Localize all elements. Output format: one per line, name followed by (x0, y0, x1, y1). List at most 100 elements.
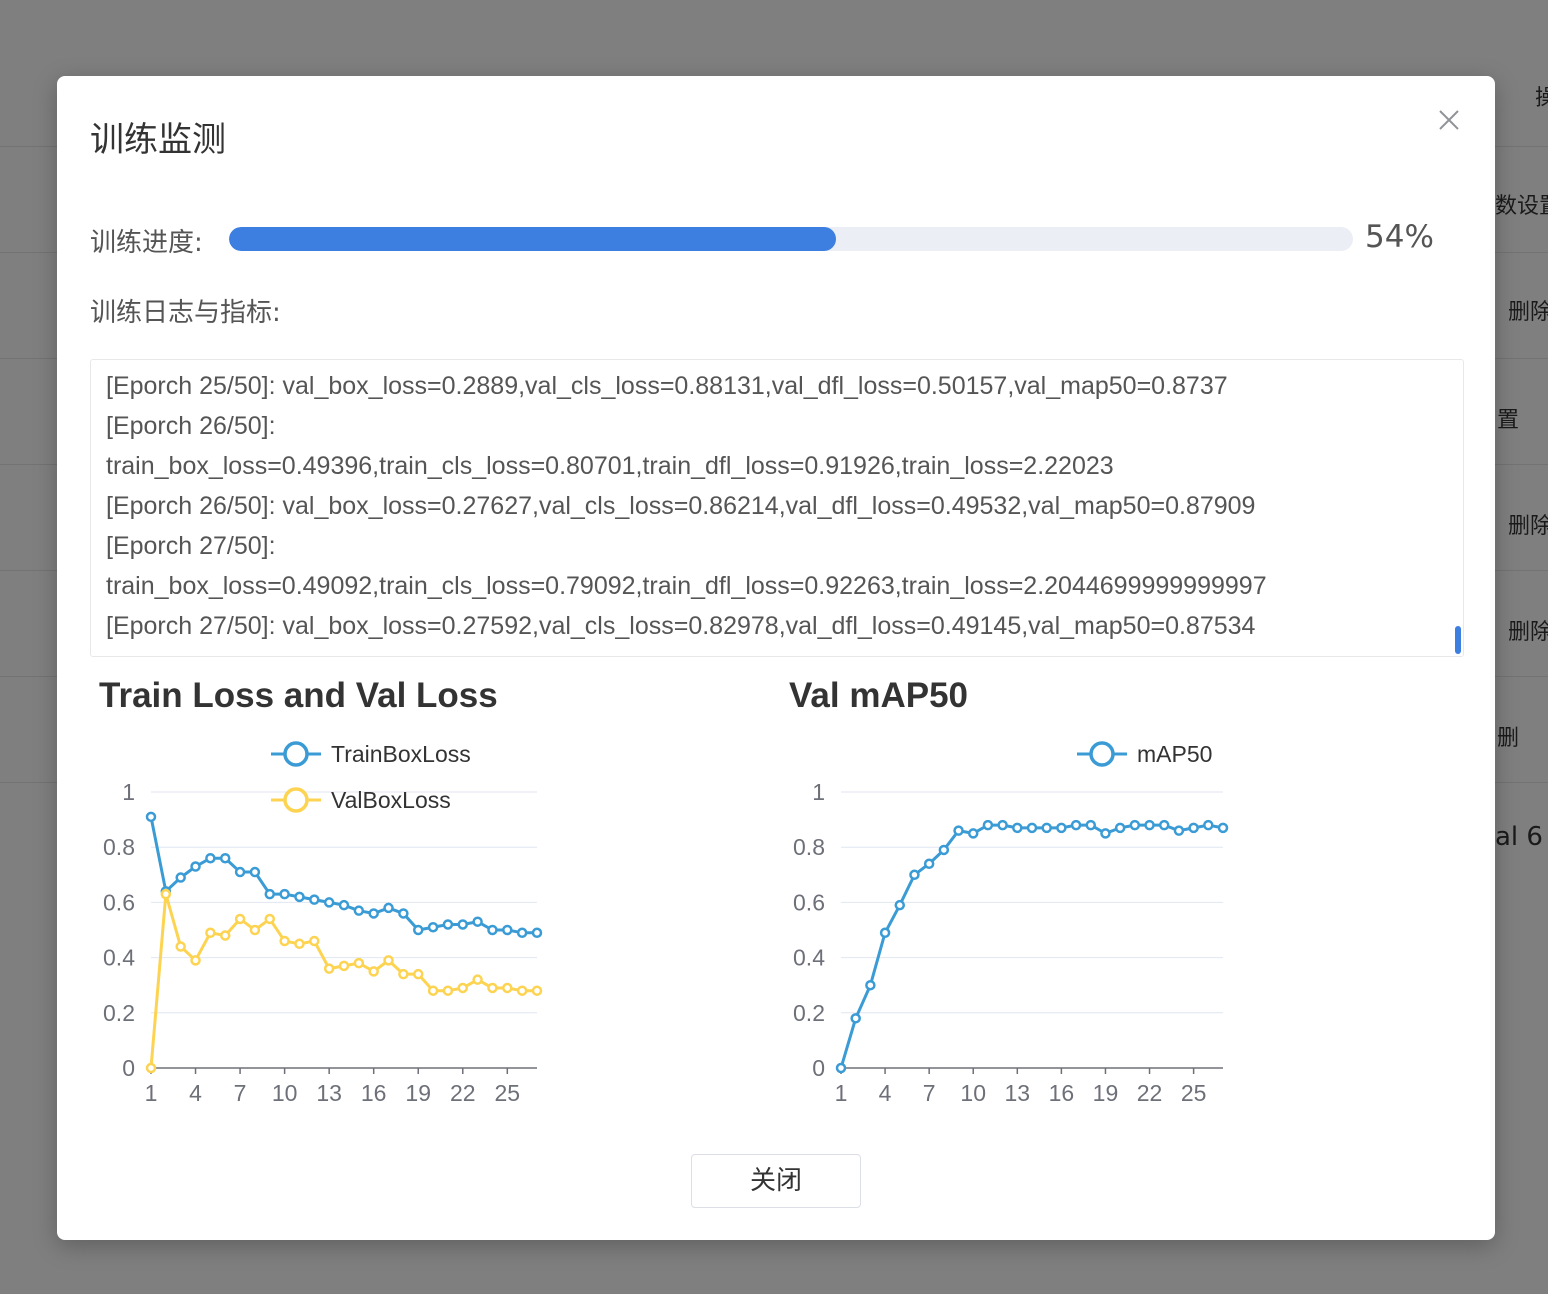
training-log-panel[interactable]: [Eporch 25/50]: val_box_loss=0.2889,val_… (90, 359, 1464, 657)
close-button[interactable]: 关闭 (691, 1154, 861, 1208)
data-point (909, 869, 920, 881)
data-point (219, 852, 231, 864)
data-point (1070, 819, 1082, 831)
log-line: [Eporch 26/50]: val_box_loss=0.27627,val… (106, 492, 1256, 520)
loss-chart: 0 0.2 0.4 0.6 0.8 1 1 4 7 10 13 16 19 22 25 TrainBoxLos… (103, 741, 543, 1106)
data-point (835, 1062, 847, 1074)
data-point (997, 819, 1008, 831)
y-tick-label: 0.8 (103, 834, 135, 860)
legend-label: mAP50 (1137, 741, 1212, 767)
y-tick-label: 1 (122, 779, 135, 805)
data-point (219, 930, 231, 941)
data-point (457, 919, 469, 930)
data-point (502, 982, 513, 994)
data-point (1129, 819, 1141, 831)
x-tick-label: 19 (405, 1080, 431, 1106)
log-line: [Eporch 26/50]: (106, 412, 276, 440)
data-point (1100, 828, 1111, 839)
data-point (205, 927, 216, 939)
data-point (442, 985, 454, 996)
data-point (398, 968, 409, 980)
log-scrollbar-thumb[interactable] (1455, 626, 1461, 654)
data-point (865, 979, 876, 991)
data-point (368, 966, 379, 977)
data-point (850, 1013, 861, 1024)
y-tick-label: 0.6 (793, 889, 825, 915)
data-point (487, 924, 498, 936)
data-point (516, 927, 528, 939)
x-tick-label: 19 (1093, 1080, 1119, 1106)
bg-action-text: 删除 (1508, 620, 1548, 645)
data-point (323, 897, 335, 908)
close-icon[interactable] (1435, 106, 1463, 134)
series-line-trainboxloss (149, 816, 537, 935)
data-point (953, 825, 964, 836)
x-tick-label: 13 (316, 1080, 342, 1106)
map-chart-title: Val mAP50 (789, 676, 968, 715)
legend-marker (1089, 741, 1115, 767)
data-point (1158, 819, 1170, 831)
data-point (1173, 825, 1185, 836)
x-tick-label: 25 (1181, 1080, 1207, 1106)
data-point (190, 955, 201, 966)
data-point (472, 974, 483, 985)
data-point (338, 960, 350, 972)
bg-action-text: 删除 (1508, 514, 1548, 539)
map-chart: 0 0.2 0.4 0.6 0.8 1 1 4 7 10 13 16 19 22 25 mAP50 (793, 741, 1229, 1106)
y-tick-label: 0.4 (103, 945, 135, 971)
data-point (923, 858, 935, 870)
y-tick-label: 1 (812, 779, 825, 805)
y-tick-label: 0 (122, 1055, 135, 1081)
log-lines: [Eporch 25/50]: val_box_loss=0.2889,val_… (106, 366, 1446, 646)
data-point (879, 927, 891, 939)
data-point (353, 905, 365, 916)
data-point (309, 935, 320, 947)
data-point (309, 894, 320, 905)
data-point (264, 888, 276, 900)
data-point (205, 852, 216, 864)
data-point (234, 866, 246, 878)
data-point (338, 899, 350, 911)
data-point (531, 927, 543, 939)
x-tick-label: 16 (361, 1080, 387, 1106)
data-point (502, 924, 513, 936)
data-point (1188, 822, 1199, 834)
data-point (175, 872, 186, 883)
y-tick-label: 0.2 (103, 1000, 135, 1026)
y-tick-label: 0.4 (793, 945, 825, 971)
y-tick-label: 0.6 (103, 889, 135, 915)
data-point (1114, 822, 1126, 834)
log-line: train_box_loss=0.49396,train_cls_loss=0.… (106, 452, 1114, 480)
data-point (967, 828, 979, 839)
y-tick-label: 0.8 (793, 834, 825, 860)
loss-chart-title: Train Loss and Val Loss (99, 676, 498, 715)
x-tick-label: 22 (450, 1080, 476, 1106)
legend-label: ValBoxLoss (331, 787, 451, 813)
data-point (1041, 822, 1052, 834)
data-point (323, 963, 335, 974)
legend-marker (283, 741, 309, 767)
data-point (442, 919, 454, 930)
data-point (516, 985, 528, 996)
data-point (368, 908, 379, 919)
data-point (264, 913, 276, 925)
x-tick-label: 7 (234, 1080, 247, 1106)
bg-action-text: 置 (1497, 408, 1520, 433)
log-line: train_box_loss=0.49092,train_cls_loss=0.… (106, 572, 1267, 600)
log-label: 训练日志与指标: (90, 298, 281, 328)
data-point (412, 968, 424, 980)
data-point (398, 908, 409, 919)
x-tick-label: 4 (189, 1080, 202, 1106)
data-point (487, 982, 498, 994)
data-point (412, 924, 424, 936)
x-tick-label: 13 (1005, 1080, 1031, 1106)
bg-cell-text: al 6 (1495, 822, 1543, 852)
data-point (938, 844, 950, 856)
x-tick-label: 4 (879, 1080, 892, 1106)
bg-action-text: 删 (1497, 726, 1520, 751)
y-tick-label: 0 (812, 1055, 825, 1081)
data-point (1026, 822, 1038, 834)
progress-percent: 54% (1365, 219, 1434, 255)
data-point (894, 899, 906, 911)
data-point (145, 1062, 157, 1074)
